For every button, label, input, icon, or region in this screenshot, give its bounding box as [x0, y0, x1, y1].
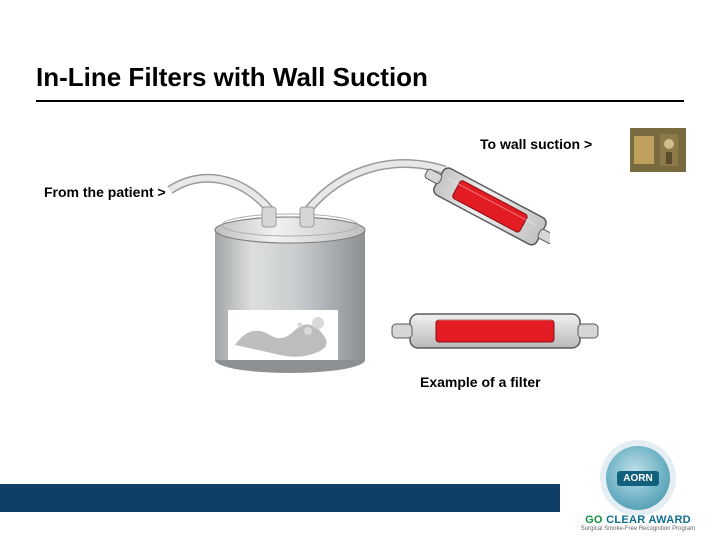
page-title: In-Line Filters with Wall Suction: [36, 62, 428, 93]
award-badge: AORN GO CLEAR AWARD Surgical Smoke-Free …: [578, 446, 698, 532]
slide: In-Line Filters with Wall Suction To wal…: [0, 0, 720, 540]
badge-go: GO: [585, 514, 603, 526]
badge-subtitle: Surgical Smoke-Free Recognition Program: [578, 526, 698, 532]
label-from-patient: From the patient >: [44, 184, 166, 200]
title-rule: [36, 100, 684, 102]
badge-title: GO CLEAR AWARD: [578, 514, 698, 526]
badge-clear: CLEAR: [606, 514, 645, 526]
footer-bar: [0, 484, 560, 512]
example-filter-illustration: [390, 300, 600, 360]
badge-aorn-label: AORN: [617, 471, 658, 486]
badge-circle-icon: AORN: [606, 446, 670, 510]
badge-award: AWARD: [648, 514, 690, 526]
label-example-of-filter: Example of a filter: [420, 374, 541, 390]
wall-suction-photo: [630, 128, 686, 172]
